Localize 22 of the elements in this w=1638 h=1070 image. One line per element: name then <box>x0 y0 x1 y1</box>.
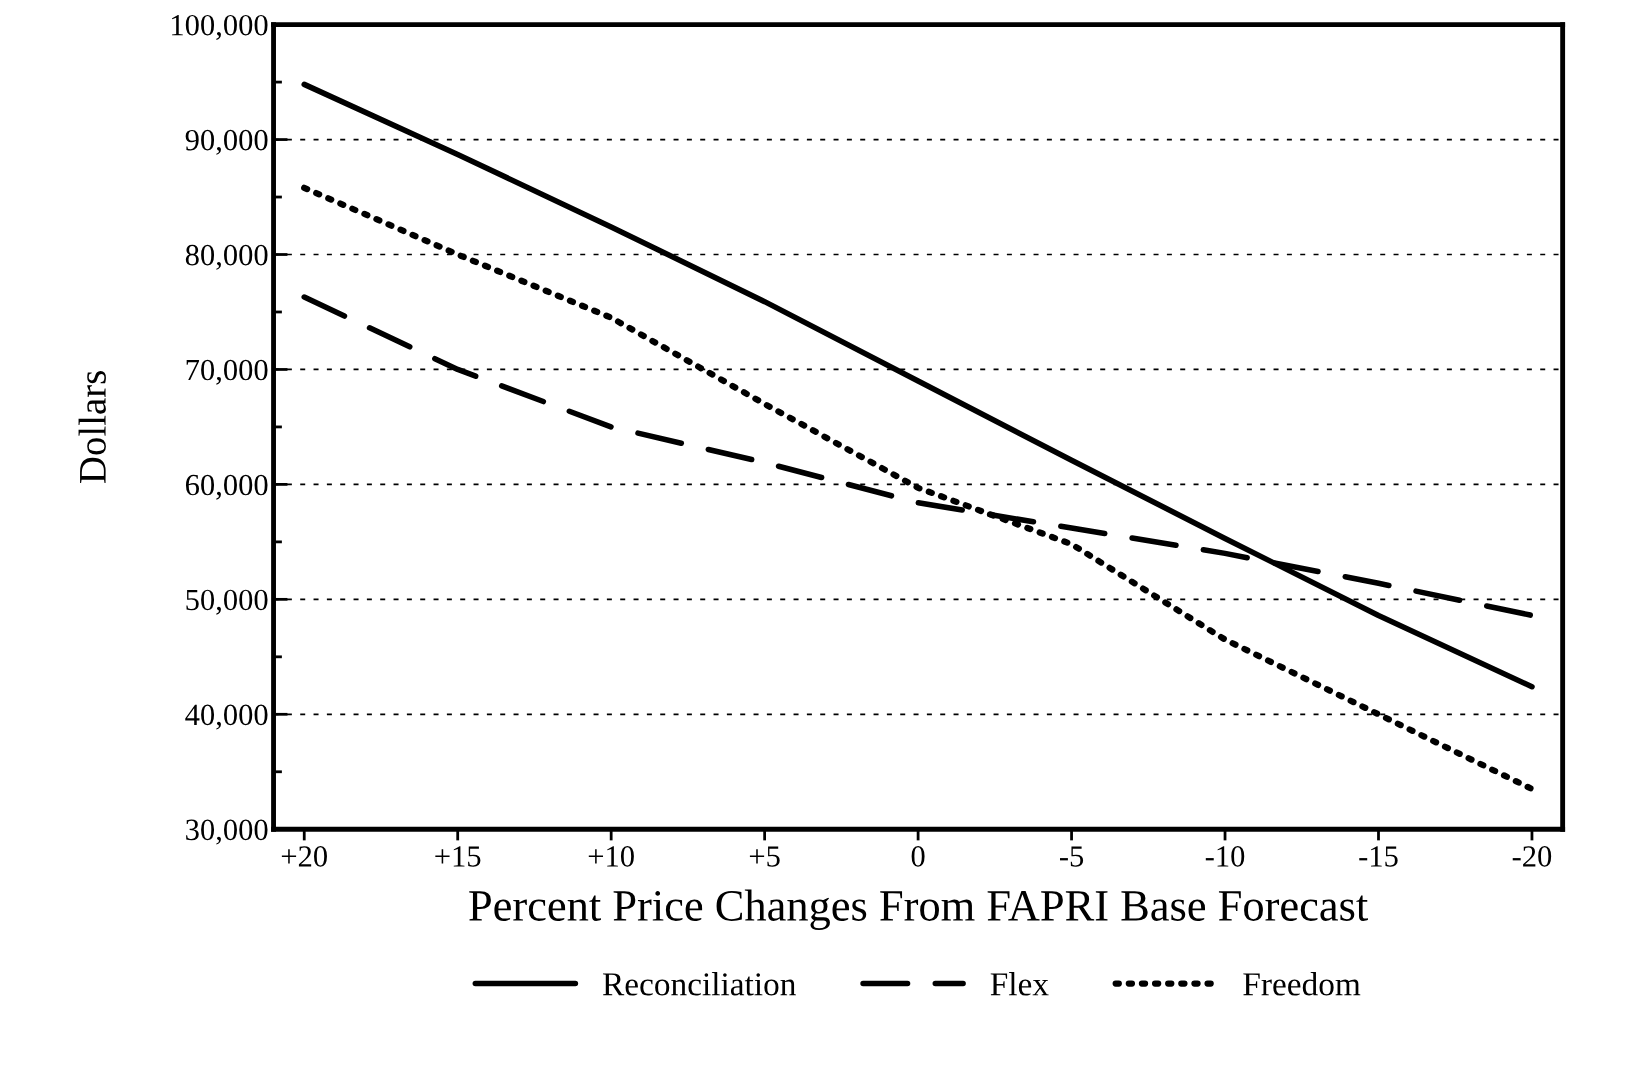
y-axis-title: Dollars <box>78 371 106 484</box>
x-axis-title: Percent Price Changes From FAPRI Base Forecast <box>469 889 1368 931</box>
y-tick-label: 100,000 <box>172 14 268 40</box>
legend-label: Reconciliation <box>602 972 796 996</box>
x-tick-label: +20 <box>281 846 327 867</box>
y-tick-label: 50,000 <box>186 589 268 615</box>
y-tick-label: 60,000 <box>185 474 268 500</box>
y-tick-label: 40,000 <box>185 704 268 730</box>
y-tick-label: 30,000 <box>186 819 268 845</box>
y-tick-label: 90,000 <box>185 129 268 155</box>
x-tick-label: -5 <box>1059 846 1084 867</box>
x-tick-label: +5 <box>749 846 780 867</box>
x-tick-label: -10 <box>1205 846 1245 867</box>
legend-label: Flex <box>990 972 1049 996</box>
x-tick-label: -15 <box>1359 846 1398 867</box>
x-tick-label: -20 <box>1512 846 1552 867</box>
x-tick-label: +10 <box>588 846 634 867</box>
y-tick-label: 70,000 <box>186 359 268 385</box>
x-tick-label: 0 <box>911 846 925 867</box>
y-tick-label: 80,000 <box>185 244 268 270</box>
x-tick-label: +15 <box>435 846 481 867</box>
legend-label: Freedom <box>1243 972 1361 996</box>
